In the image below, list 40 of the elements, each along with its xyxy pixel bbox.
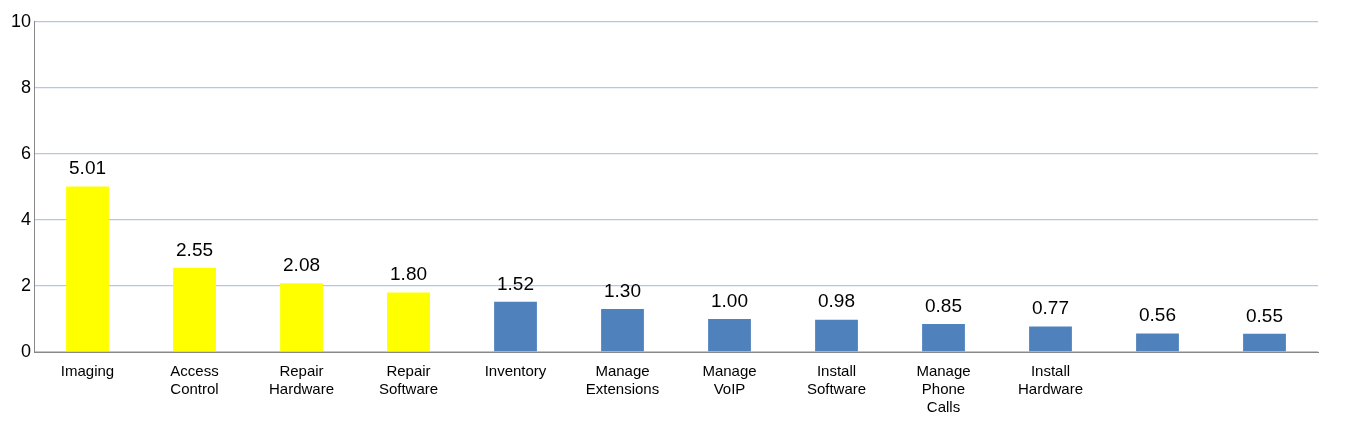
data-label: 0.77 (1032, 297, 1069, 319)
data-label: 0.55 (1246, 304, 1283, 326)
x-tick-label: Install Hardware (1017, 362, 1084, 398)
x-tick-label: Manage VoIP (702, 362, 757, 398)
bar (280, 283, 323, 352)
y-tick-label: 2 (21, 274, 32, 295)
bar (1243, 333, 1286, 352)
y-tick-label: 8 (21, 76, 32, 97)
data-label: 0.98 (818, 290, 855, 312)
y-tick-label: 0 (21, 340, 32, 361)
bar (387, 292, 430, 352)
bar (173, 267, 216, 352)
x-tick-label: Imaging (60, 362, 115, 380)
bar (815, 319, 858, 352)
y-tick-label: 6 (21, 142, 32, 163)
bar (708, 318, 751, 352)
data-label: 0.56 (1139, 304, 1176, 326)
x-tick-label: Manage Extensions (585, 362, 660, 398)
data-label: 5.01 (69, 157, 107, 179)
x-tick-label: Repair Hardware (269, 362, 335, 398)
y-tick-label: 4 (21, 208, 32, 229)
data-label: 1.00 (711, 289, 748, 311)
data-label: 1.80 (390, 263, 428, 285)
x-tick-label: Access Control (170, 362, 219, 398)
bar (1136, 333, 1179, 352)
x-tick-label: Install Software (806, 362, 867, 398)
bar (494, 301, 537, 352)
data-label: 1.52 (497, 272, 535, 294)
x-tick-label: Inventory (484, 362, 547, 380)
data-label: 0.85 (925, 294, 962, 316)
bar (601, 309, 644, 352)
bar (1029, 326, 1072, 352)
data-label: 2.55 (176, 238, 214, 260)
y-tick-label: 10 (10, 10, 32, 31)
bar (66, 186, 109, 352)
x-tick-label: Repair Software (378, 362, 439, 398)
data-label: 2.08 (283, 254, 321, 276)
data-label: 1.30 (604, 279, 641, 301)
bar (922, 323, 965, 352)
x-tick-label: Manage Phone Calls (916, 362, 971, 416)
